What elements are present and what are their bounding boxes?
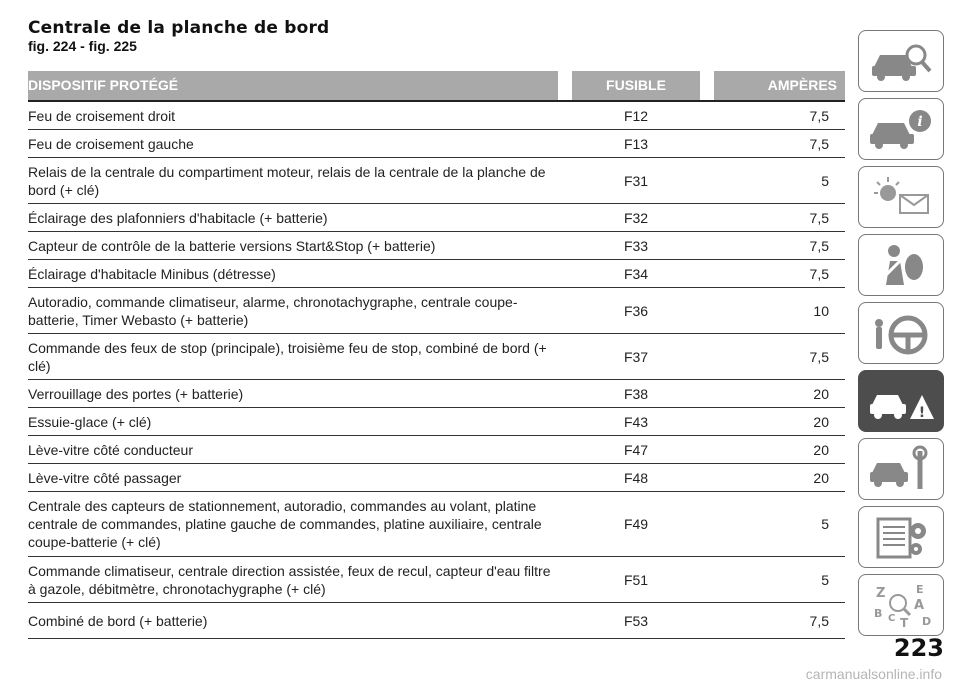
table-row: Lève-vitre côté conducteur F47 20	[28, 436, 845, 464]
table-row: Verrouillage des portes (+ batterie) F38…	[28, 380, 845, 408]
technical-data-icon[interactable]	[858, 506, 944, 568]
column-header-amps: AMPÈRES	[714, 71, 845, 100]
column-header-fuse: FUSIBLE	[572, 71, 700, 100]
device-cell: Combiné de bord (+ batterie)	[28, 612, 208, 629]
svg-text:B: B	[874, 607, 882, 620]
amps-cell: 7,5	[809, 237, 829, 254]
device-cell: Essuie-glace (+ clé)	[28, 413, 152, 430]
fuse-cell: F47	[623, 441, 649, 458]
table-row: Éclairage des plafonniers d'habitacle (+…	[28, 204, 845, 232]
table-row: Commande des feux de stop (principale), …	[28, 334, 845, 380]
fuse-cell: F49	[623, 516, 649, 532]
table-row: Relais de la centrale du compartiment mo…	[28, 158, 845, 204]
table-header: DISPOSITIF PROTÉGÉ FUSIBLE AMPÈRES	[28, 71, 845, 102]
table-row: Combiné de bord (+ batterie) F53 7,5	[28, 603, 845, 639]
svg-text:A: A	[914, 598, 924, 613]
fuse-cell: F38	[623, 385, 649, 402]
column-header-device: DISPOSITIF PROTÉGÉ	[28, 71, 558, 100]
table-row: Centrale des capteurs de stationnement, …	[28, 492, 845, 557]
car-info-icon[interactable]: i	[858, 98, 944, 160]
device-cell: Autoradio, commande climatiseur, alarme,…	[28, 293, 518, 328]
amps-cell: 20	[813, 413, 829, 430]
amps-cell: 10	[813, 302, 829, 319]
amps-cell: 7,5	[809, 107, 829, 124]
device-cell: Feu de croisement gauche	[28, 135, 194, 152]
table-row: Éclairage d'habitacle Minibus (détresse)…	[28, 260, 845, 288]
amps-cell: 5	[821, 172, 829, 189]
svg-text:Z: Z	[876, 586, 885, 601]
amps-cell: 5	[821, 571, 829, 588]
fuse-cell: F37	[623, 348, 649, 365]
svg-text:!: !	[919, 405, 925, 421]
fuse-cell: F12	[623, 107, 649, 124]
fuse-cell: F48	[623, 469, 649, 486]
table-row: Autoradio, commande climatiseur, alarme,…	[28, 288, 845, 334]
device-cell: Lève-vitre côté conducteur	[28, 441, 193, 458]
fuse-cell: F32	[623, 209, 649, 226]
device-cell: Verrouillage des portes (+ batterie)	[28, 385, 244, 402]
fuse-cell: F53	[623, 612, 649, 629]
fuse-cell: F13	[623, 135, 649, 152]
fuse-cell: F31	[623, 172, 649, 189]
table-row: Essuie-glace (+ clé) F43 20	[28, 408, 845, 436]
device-cell: Commande des feux de stop (principale), …	[28, 339, 547, 374]
fuse-cell: F36	[623, 302, 649, 319]
table-row: Feu de croisement droit F12 7,5	[28, 102, 845, 130]
device-cell: Capteur de contrôle de la batterie versi…	[28, 237, 436, 254]
table-row: Capteur de contrôle de la batterie versi…	[28, 232, 845, 260]
table-row: Commande climatiseur, centrale direction…	[28, 557, 845, 603]
figure-reference: fig. 224 - fig. 225	[28, 38, 137, 54]
page-number: 223	[893, 634, 944, 662]
device-cell: Centrale des capteurs de stationnement, …	[28, 498, 542, 550]
amps-cell: 7,5	[809, 265, 829, 282]
table-row: Feu de croisement gauche F13 7,5	[28, 130, 845, 158]
device-cell: Lève-vitre côté passager	[28, 469, 182, 486]
device-cell: Commande climatiseur, centrale direction…	[28, 562, 551, 597]
steering-wheel-icon[interactable]	[858, 302, 944, 364]
amps-cell: 7,5	[809, 209, 829, 226]
table-row: Lève-vitre côté passager F48 20	[28, 464, 845, 492]
svg-text:D: D	[922, 615, 931, 628]
fuse-cell: F43	[623, 413, 649, 430]
amps-cell: 7,5	[809, 348, 829, 365]
amps-cell: 20	[813, 441, 829, 458]
amps-cell: 7,5	[809, 135, 829, 152]
car-breakdown-icon[interactable]: !	[858, 370, 944, 432]
svg-text:i: i	[917, 114, 922, 130]
airbag-passenger-icon[interactable]	[858, 234, 944, 296]
fuse-cell: F33	[623, 237, 649, 254]
amps-cell: 7,5	[809, 612, 829, 629]
fuse-cell: F51	[623, 571, 649, 588]
device-cell: Feu de croisement droit	[28, 107, 176, 124]
device-cell: Éclairage des plafonniers d'habitacle (+…	[28, 209, 328, 226]
svg-text:E: E	[916, 583, 924, 596]
warning-lights-icon[interactable]	[858, 166, 944, 228]
amps-cell: 5	[821, 516, 829, 532]
car-search-icon[interactable]	[858, 30, 944, 92]
svg-text:T: T	[900, 616, 909, 629]
fuse-table: DISPOSITIF PROTÉGÉ FUSIBLE AMPÈRES Feu d…	[28, 71, 845, 639]
device-cell: Relais de la centrale du compartiment mo…	[28, 163, 546, 198]
section-title: Centrale de la planche de bord	[28, 18, 330, 38]
car-maintenance-icon[interactable]	[858, 438, 944, 500]
fuse-cell: F34	[623, 265, 649, 282]
svg-text:C: C	[888, 613, 895, 624]
watermark: carmanualsonline.info	[805, 666, 942, 682]
device-cell: Éclairage d'habitacle Minibus (détresse)	[28, 265, 276, 282]
amps-cell: 20	[813, 385, 829, 402]
amps-cell: 20	[813, 469, 829, 486]
